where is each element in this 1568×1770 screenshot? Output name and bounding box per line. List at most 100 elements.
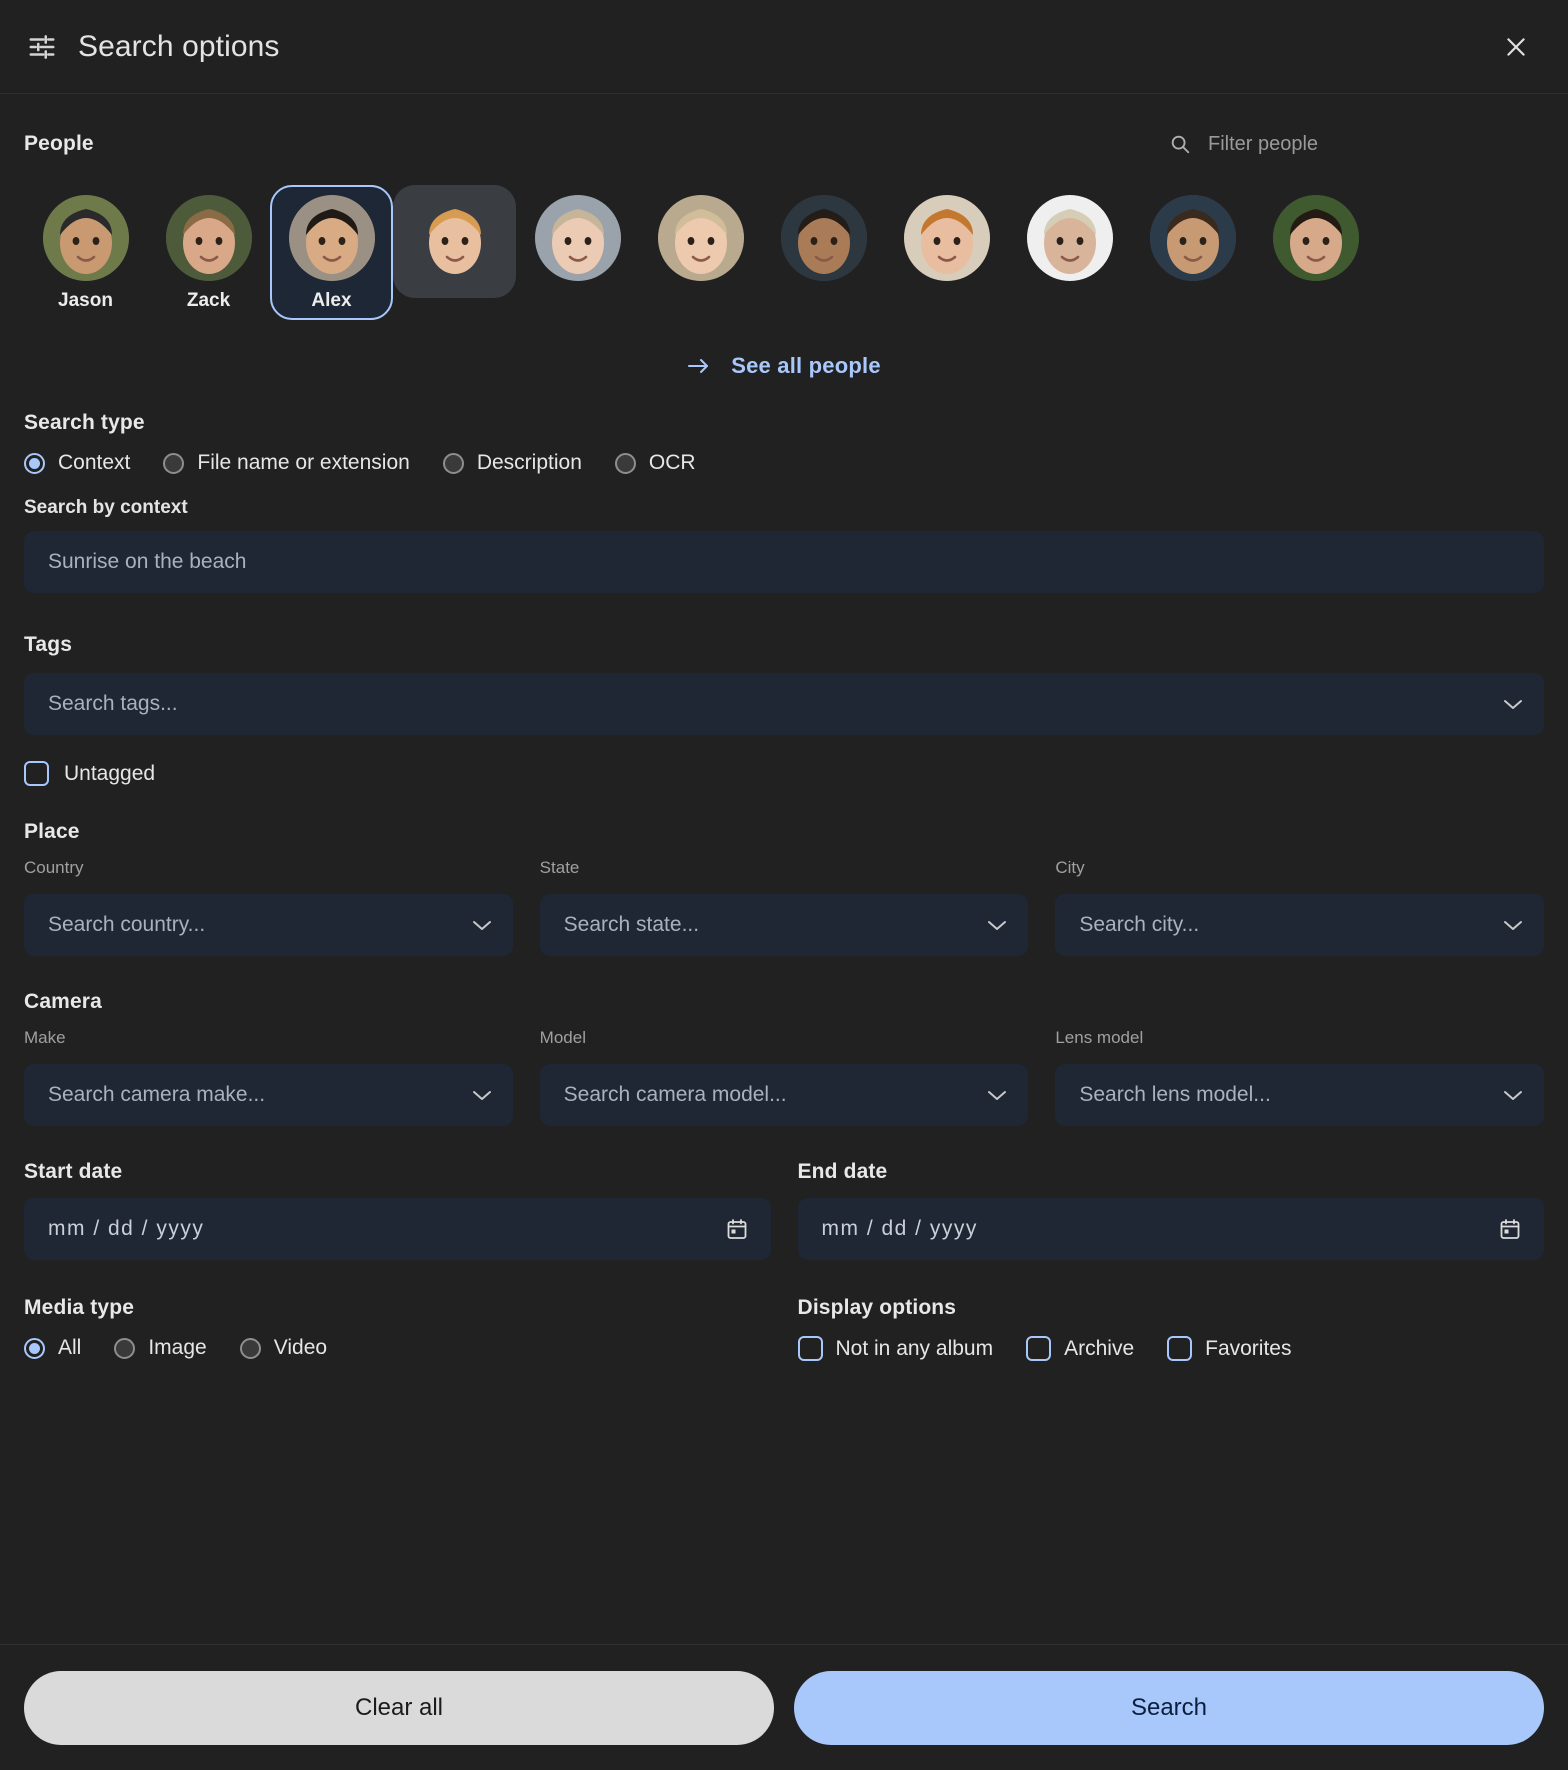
tune-icon	[27, 32, 57, 62]
search-type-title: Search type	[24, 411, 145, 434]
camera-select[interactable]: Search camera model...	[539, 1064, 1029, 1126]
search-by-context-label: Search by context	[24, 497, 188, 518]
close-button[interactable]	[1494, 25, 1538, 69]
see-all-people-label: See all people	[731, 353, 881, 378]
untagged-checkbox[interactable]	[24, 761, 49, 786]
search-type-radio[interactable]	[442, 452, 464, 474]
arrow-right-icon	[687, 356, 711, 376]
search-type-radio[interactable]	[163, 452, 185, 474]
place-title: Place	[24, 820, 80, 843]
date-range-section: Start date mm / dd / yyyy E	[24, 1160, 1544, 1260]
search-type-option[interactable]: OCR	[614, 451, 696, 475]
chevron-down-icon	[1502, 918, 1524, 932]
display-option-checkbox[interactable]	[1167, 1336, 1193, 1361]
header-left: Search options	[27, 30, 280, 64]
search-by-context-field[interactable]	[24, 531, 1544, 593]
calendar-icon[interactable]	[1498, 1217, 1522, 1241]
search-type-option[interactable]: Description	[442, 451, 582, 475]
see-all-people-row: See all people	[24, 347, 1544, 385]
person-card[interactable]	[1254, 185, 1377, 298]
people-header: People	[24, 127, 1544, 161]
end-date-field[interactable]: mm / dd / yyyy	[797, 1198, 1544, 1260]
person-card[interactable]	[762, 185, 885, 298]
display-options-title: Display options	[797, 1296, 957, 1319]
person-card[interactable]	[885, 185, 1008, 298]
media-type-option[interactable]: Image	[114, 1336, 207, 1360]
end-date-value[interactable]: mm / dd / yyyy	[821, 1217, 978, 1240]
media-type-radio[interactable]	[239, 1337, 261, 1359]
search-button[interactable]: Search	[794, 1670, 1544, 1745]
display-option-label: Not in any album	[835, 1336, 994, 1360]
display-option[interactable]: Favorites	[1167, 1336, 1291, 1361]
see-all-people-link[interactable]: See all people	[677, 347, 891, 385]
camera-select-value: Search camera make...	[48, 1083, 266, 1106]
person-card[interactable]	[1008, 185, 1131, 298]
person-card[interactable]: Alex	[270, 185, 393, 320]
person-name: Alex	[311, 290, 352, 311]
people-list[interactable]: Jason Zack Alex	[24, 185, 1544, 337]
filter-people-group[interactable]	[1169, 132, 1544, 156]
avatar	[288, 195, 375, 281]
media-type-title: Media type	[24, 1296, 135, 1319]
search-type-label: OCR	[648, 451, 696, 474]
avatar	[1149, 195, 1236, 281]
camera-column: Lens model Search lens model...	[1055, 1028, 1545, 1126]
person-card[interactable]	[516, 185, 639, 298]
media-type-radio[interactable]	[114, 1337, 136, 1359]
tags-select[interactable]: Search tags...	[24, 673, 1544, 735]
camera-select-value: Search camera model...	[563, 1083, 787, 1106]
media-type-radio[interactable]	[24, 1337, 45, 1359]
display-option-checkbox[interactable]	[1026, 1336, 1052, 1361]
close-icon	[1503, 34, 1529, 60]
camera-select[interactable]: Search camera make...	[24, 1064, 513, 1126]
start-date-field[interactable]: mm / dd / yyyy	[24, 1198, 771, 1260]
place-select[interactable]: Search state...	[539, 894, 1029, 956]
filter-people-input[interactable]	[1208, 132, 1448, 156]
person-card[interactable]	[393, 185, 516, 298]
page-title: Search options	[78, 29, 280, 63]
place-fields: Country Search country... State Search stat…	[24, 858, 1545, 956]
display-options-group[interactable]: Not in any album Archive Favorites	[797, 1336, 1545, 1361]
media-type-option[interactable]: All	[24, 1336, 81, 1360]
camera-column: Model Search camera model...	[539, 1028, 1029, 1126]
end-date-label: End date	[797, 1160, 888, 1183]
place-column: Country Search country...	[24, 858, 513, 956]
clear-all-button[interactable]: Clear all	[24, 1670, 774, 1745]
search-type-section: Search type Context File name or extensio…	[24, 411, 1544, 593]
search-type-option[interactable]: Context	[24, 451, 130, 475]
search-type-radio-group[interactable]: Context File name or extension Description…	[24, 451, 1544, 475]
chevron-down-icon	[471, 1088, 493, 1102]
person-card[interactable]	[639, 185, 762, 298]
avatar	[165, 195, 252, 281]
person-name: Zack	[186, 290, 231, 311]
place-select[interactable]: Search city...	[1055, 894, 1545, 956]
calendar-icon[interactable]	[725, 1217, 749, 1241]
camera-select[interactable]: Search lens model...	[1055, 1064, 1545, 1126]
person-card[interactable]: Zack	[147, 185, 270, 320]
media-type-section: Media type All Image Video	[24, 1296, 771, 1361]
chevron-down-icon	[986, 918, 1008, 932]
display-option[interactable]: Archive	[1026, 1336, 1134, 1361]
search-context-input[interactable]	[48, 550, 1520, 574]
media-type-radio-group[interactable]: All Image Video	[24, 1336, 771, 1360]
avatar	[411, 195, 498, 281]
untagged-row[interactable]: Untagged	[24, 761, 1544, 786]
search-type-radio[interactable]	[614, 452, 636, 474]
avatar	[534, 195, 621, 281]
search-type-option[interactable]: File name or extension	[163, 451, 410, 475]
person-card[interactable]	[1131, 185, 1254, 298]
display-option-label: Favorites	[1205, 1336, 1292, 1360]
search-type-radio[interactable]	[24, 452, 45, 474]
avatar	[903, 195, 990, 281]
display-option-checkbox[interactable]	[797, 1336, 823, 1361]
display-option[interactable]: Not in any album	[797, 1336, 994, 1361]
media-type-option[interactable]: Video	[239, 1336, 327, 1360]
place-select[interactable]: Search country...	[24, 894, 513, 956]
avatar	[42, 195, 129, 281]
person-card[interactable]: Jason	[24, 185, 147, 320]
start-date-value[interactable]: mm / dd / yyyy	[48, 1217, 205, 1240]
person-name: Jason	[58, 290, 113, 311]
avatar	[1026, 195, 1113, 281]
people-section-title: People	[24, 132, 94, 155]
